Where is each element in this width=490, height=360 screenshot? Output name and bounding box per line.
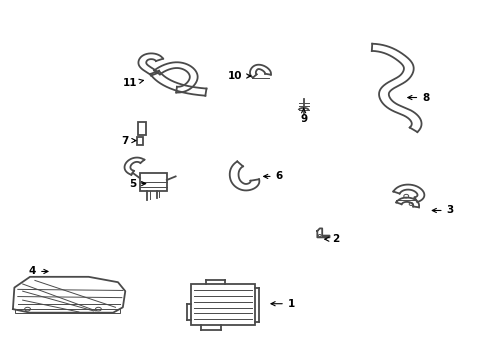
Polygon shape (372, 44, 421, 132)
Text: 11: 11 (123, 78, 144, 88)
Text: 7: 7 (122, 136, 136, 145)
Polygon shape (393, 185, 424, 202)
Text: 5: 5 (129, 179, 146, 189)
FancyBboxPatch shape (137, 137, 144, 145)
Polygon shape (138, 53, 163, 76)
Text: 1: 1 (271, 299, 295, 309)
FancyBboxPatch shape (140, 173, 167, 191)
Polygon shape (230, 161, 259, 190)
Bar (15, 309, 121, 313)
Polygon shape (13, 277, 125, 313)
Text: 4: 4 (29, 266, 48, 276)
Bar (191, 284, 255, 325)
Text: 10: 10 (228, 71, 251, 81)
Text: 9: 9 (300, 108, 307, 124)
Polygon shape (124, 158, 145, 175)
FancyBboxPatch shape (138, 122, 146, 135)
Polygon shape (150, 71, 206, 96)
Text: 6: 6 (264, 171, 283, 181)
Text: 8: 8 (408, 93, 429, 103)
Polygon shape (318, 228, 330, 237)
Text: 3: 3 (432, 206, 454, 216)
Text: 2: 2 (325, 234, 339, 244)
Polygon shape (396, 198, 419, 207)
Polygon shape (250, 65, 271, 78)
Polygon shape (154, 62, 197, 93)
